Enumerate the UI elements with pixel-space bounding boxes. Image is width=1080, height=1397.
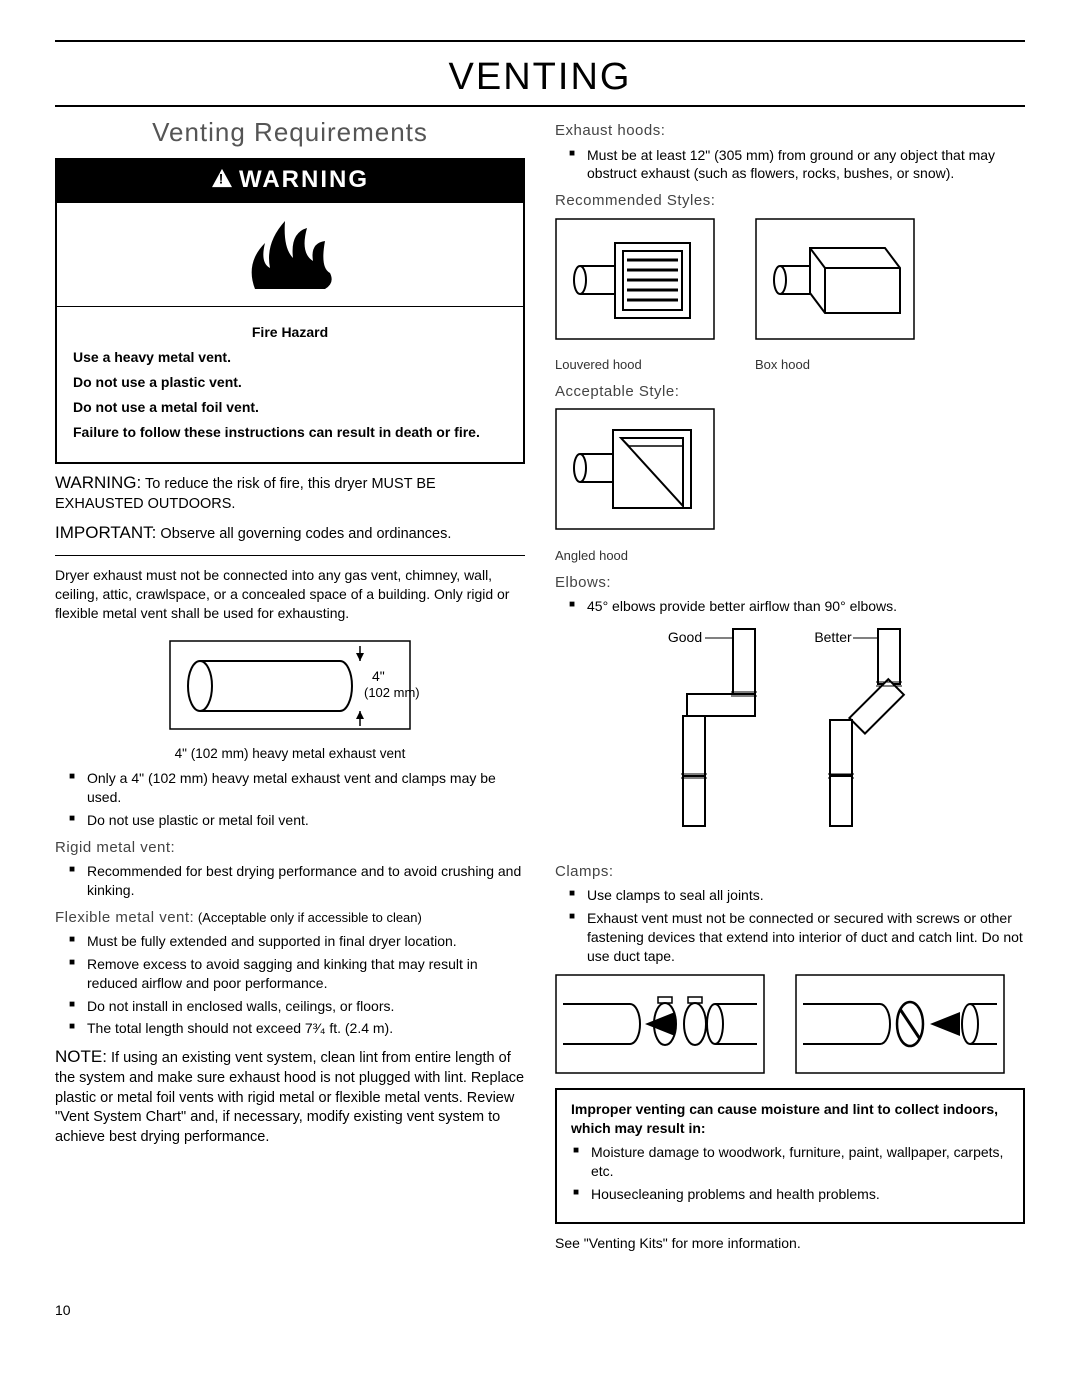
warning-body: Fire Hazard Use a heavy metal vent. Do n… bbox=[57, 307, 523, 461]
hazard-label: Fire Hazard bbox=[73, 323, 507, 342]
exhaust-paragraph: Dryer exhaust must not be connected into… bbox=[55, 566, 525, 623]
angled-hood-icon bbox=[555, 408, 715, 538]
bullet-list: Only a 4" (102 mm) heavy metal exhaust v… bbox=[55, 769, 525, 830]
svg-text:Good: Good bbox=[668, 629, 702, 645]
elbows-head: Elbows: bbox=[555, 573, 1025, 593]
list-item: Must be fully extended and supported in … bbox=[55, 932, 525, 951]
exhaust-head: Exhaust hoods: bbox=[555, 121, 1025, 141]
bullet-list: Recommended for best drying performance … bbox=[55, 862, 525, 900]
callout-box: Improper venting can cause moisture and … bbox=[555, 1088, 1025, 1224]
hood-caption: Box hood bbox=[755, 356, 915, 374]
alert-triangle-icon: ! bbox=[211, 165, 233, 197]
list-item: Do not use plastic or metal foil vent. bbox=[55, 811, 525, 830]
list-item: Housecleaning problems and health proble… bbox=[571, 1185, 1009, 1204]
two-columns: Venting Requirements ! WARNING Fire Haza… bbox=[55, 113, 1025, 1261]
hood-caption: Louvered hood bbox=[555, 356, 715, 374]
clamps-head: Clamps: bbox=[555, 862, 1025, 882]
flame-icon-wrap bbox=[57, 203, 523, 307]
callout-head: Improper venting can cause moisture and … bbox=[571, 1100, 1009, 1138]
warning-label: WARNING bbox=[239, 166, 369, 193]
flexible-head-line: Flexible metal vent: (Acceptable only if… bbox=[55, 908, 525, 928]
bullet-list: Use clamps to seal all joints. Exhaust v… bbox=[555, 886, 1025, 966]
top-rule bbox=[55, 40, 1025, 42]
vent-caption: 4" (102 mm) heavy metal exhaust vent bbox=[55, 745, 525, 763]
clamp-bad-icon bbox=[795, 974, 1005, 1074]
hood-row: Louvered hood Box hood bbox=[555, 218, 1025, 374]
thin-rule bbox=[55, 555, 525, 556]
important-word: IMPORTANT: bbox=[55, 523, 156, 542]
bullet-list: Moisture damage to woodwork, furniture, … bbox=[571, 1143, 1009, 1204]
page-title: VENTING bbox=[55, 52, 1025, 103]
box-hood-icon bbox=[755, 218, 915, 348]
flexible-note: (Acceptable only if accessible to clean) bbox=[194, 910, 422, 925]
warning-line: Failure to follow these instructions can… bbox=[73, 423, 507, 442]
hood-cell: Angled hood bbox=[555, 408, 715, 564]
left-column: Venting Requirements ! WARNING Fire Haza… bbox=[55, 113, 525, 1261]
louvered-hood-icon bbox=[555, 218, 715, 348]
dim-text: 4" bbox=[372, 668, 385, 684]
right-column: Exhaust hoods: Must be at least 12" (305… bbox=[555, 113, 1025, 1261]
flexible-head: Flexible metal vent: bbox=[55, 909, 194, 926]
list-item: Use clamps to seal all joints. bbox=[555, 886, 1025, 905]
clamp-good-icon bbox=[555, 974, 765, 1074]
hood-row: Angled hood bbox=[555, 408, 1025, 564]
warning-word: WARNING: bbox=[55, 473, 141, 492]
acc-style-head: Acceptable Style: bbox=[555, 382, 1025, 402]
warning-box: ! WARNING Fire Hazard Use a heavy metal … bbox=[55, 158, 525, 463]
elbows-diagram: Good Better bbox=[625, 624, 955, 854]
list-item: Recommended for best drying performance … bbox=[55, 862, 525, 900]
page-number: 10 bbox=[55, 1301, 1025, 1320]
list-item: 45° elbows provide better airflow than 9… bbox=[555, 597, 1025, 616]
note-rest: If using an existing vent system, clean … bbox=[55, 1050, 524, 1145]
warning-line: Do not use a metal foil vent. bbox=[73, 398, 507, 417]
svg-text:Better: Better bbox=[814, 629, 852, 645]
note-word: NOTE: bbox=[55, 1047, 107, 1066]
warning-header: ! WARNING bbox=[57, 160, 523, 203]
list-item: Remove excess to avoid sagging and kinki… bbox=[55, 955, 525, 993]
warning-line: Use a heavy metal vent. bbox=[73, 348, 507, 367]
important-rest: Observe all governing codes and ordinanc… bbox=[156, 526, 451, 542]
see-more: See "Venting Kits" for more information. bbox=[555, 1234, 1025, 1253]
list-item: The total length should not exceed 7³⁄₄ … bbox=[55, 1019, 525, 1038]
section-title: Venting Requirements bbox=[55, 115, 525, 150]
svg-text:!: ! bbox=[219, 171, 225, 186]
mid-rule bbox=[55, 105, 1025, 107]
note-paragraph: NOTE: If using an existing vent system, … bbox=[55, 1046, 525, 1147]
list-item: Exhaust vent must not be connected or se… bbox=[555, 909, 1025, 966]
hood-cell: Box hood bbox=[755, 218, 915, 374]
rigid-head: Rigid metal vent: bbox=[55, 838, 525, 858]
bullet-list: Must be at least 12" (305 mm) from groun… bbox=[555, 146, 1025, 184]
bullet-list: 45° elbows provide better airflow than 9… bbox=[555, 597, 1025, 616]
flame-icon bbox=[235, 213, 345, 291]
hood-cell: Louvered hood bbox=[555, 218, 715, 374]
list-item: Do not install in enclosed walls, ceilin… bbox=[55, 997, 525, 1016]
bullet-list: Must be fully extended and supported in … bbox=[55, 932, 525, 1038]
clamp-diagram-row bbox=[555, 974, 1025, 1074]
important-text: IMPORTANT: Observe all governing codes a… bbox=[55, 522, 525, 545]
hood-caption: Angled hood bbox=[555, 547, 715, 565]
vent-diagram: 4" (102 mm) bbox=[140, 631, 440, 741]
svg-text:(102 mm): (102 mm) bbox=[364, 685, 420, 700]
list-item: Moisture damage to woodwork, furniture, … bbox=[571, 1143, 1009, 1181]
list-item: Must be at least 12" (305 mm) from groun… bbox=[555, 146, 1025, 184]
rec-styles-head: Recommended Styles: bbox=[555, 191, 1025, 211]
warning-text: WARNING: To reduce the risk of fire, thi… bbox=[55, 472, 525, 515]
list-item: Only a 4" (102 mm) heavy metal exhaust v… bbox=[55, 769, 525, 807]
warning-line: Do not use a plastic vent. bbox=[73, 373, 507, 392]
